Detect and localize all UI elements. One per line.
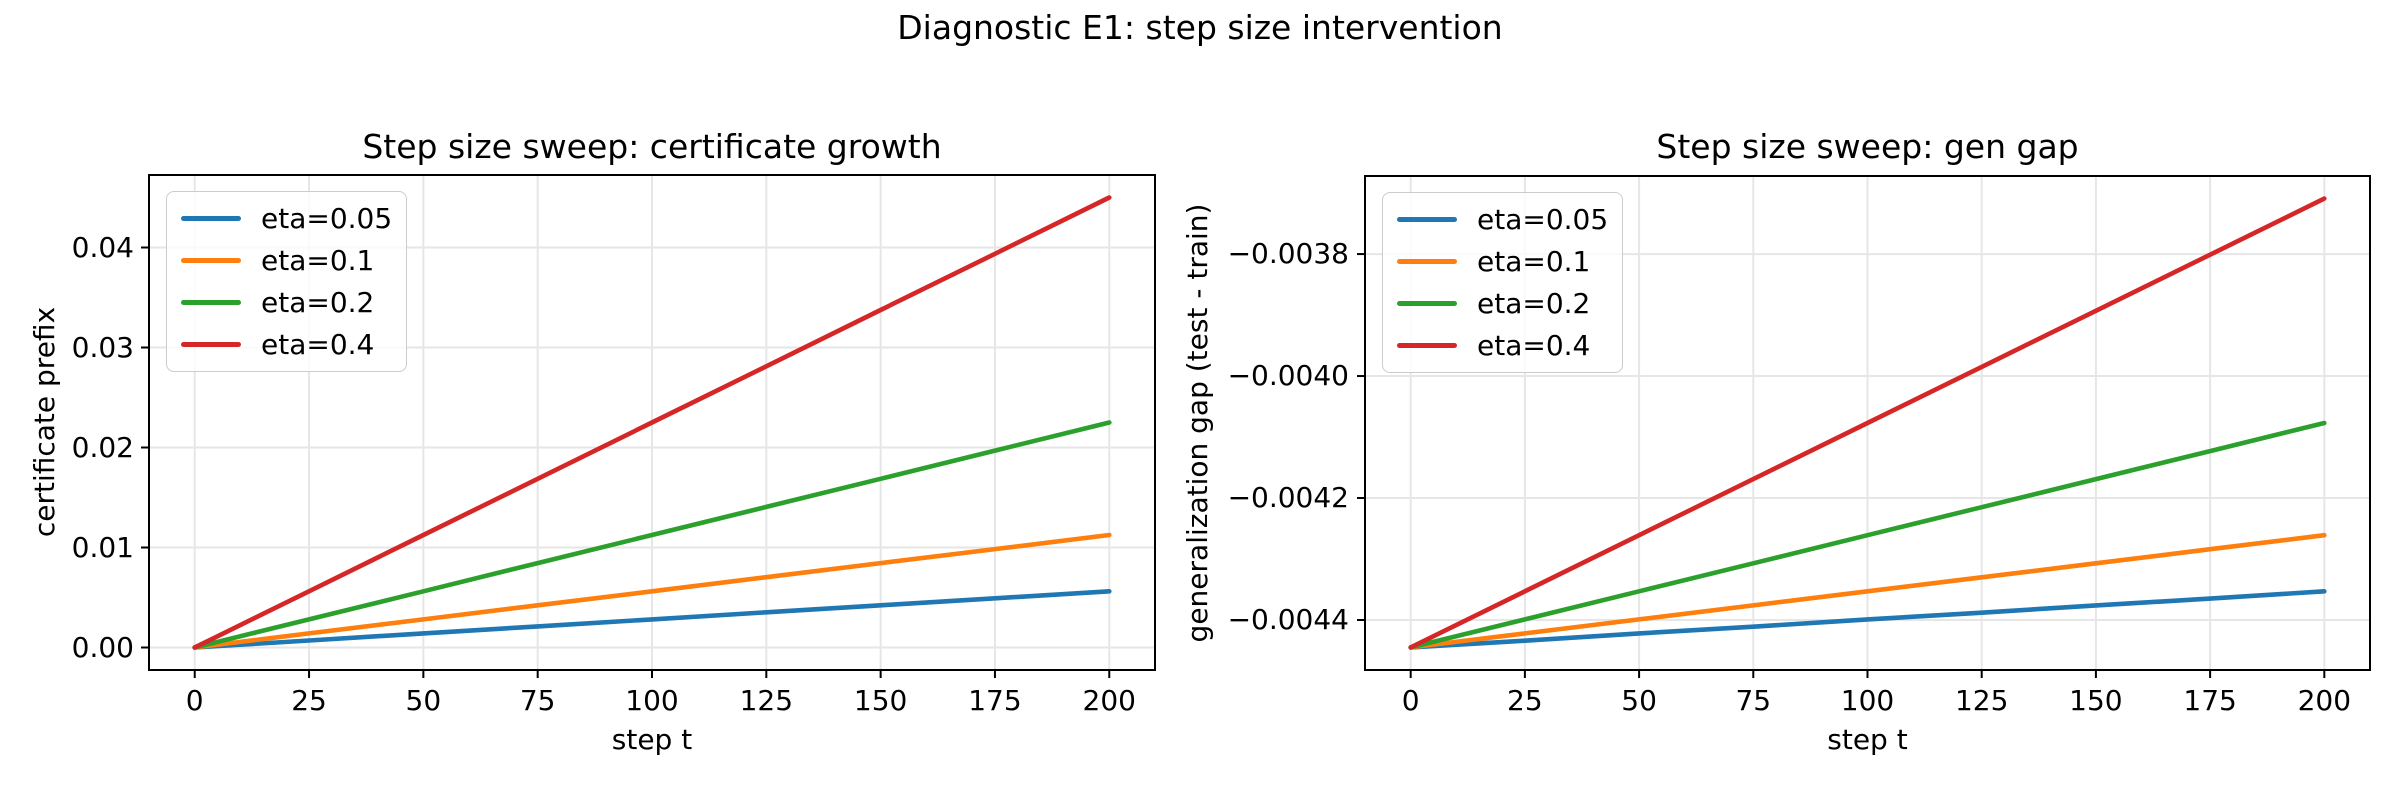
x-tick-label: 50 — [1621, 684, 1657, 717]
x-tick-label: 75 — [1735, 684, 1772, 717]
legend-label: eta=0.1 — [1477, 245, 1591, 278]
legend-label: eta=0.2 — [261, 286, 375, 319]
legend-line-swatch — [181, 342, 241, 347]
x-tick-label: 25 — [291, 684, 327, 717]
legend-line-swatch — [1397, 301, 1457, 306]
legend-item: eta=0.2 — [181, 286, 392, 319]
legend-item: eta=0.05 — [181, 202, 392, 235]
x-tick-label: 175 — [2183, 684, 2237, 717]
legend-label: eta=0.1 — [261, 244, 375, 277]
x-tick-label: 0 — [185, 684, 204, 717]
legend-label: eta=0.4 — [1477, 329, 1591, 362]
legend-item: eta=0.05 — [1397, 203, 1608, 236]
legend-item: eta=0.1 — [181, 244, 392, 277]
legend: eta=0.05 eta=0.1 eta=0.2 eta=0.4 — [1382, 192, 1624, 373]
y-tick-label: −0.0040 — [1227, 359, 1349, 393]
legend-item: eta=0.4 — [181, 328, 392, 361]
legend-item: eta=0.4 — [1397, 329, 1608, 362]
legend: eta=0.05 eta=0.1 eta=0.2 eta=0.4 — [166, 191, 408, 372]
legend-label: eta=0.4 — [261, 328, 375, 361]
legend-label: eta=0.05 — [261, 202, 393, 235]
legend-line-swatch — [181, 258, 241, 263]
series-line-eta-0-05 — [192, 588, 1112, 650]
y-tick-label: −0.0042 — [1227, 481, 1349, 514]
x-tick-label: 125 — [739, 684, 794, 717]
series-line-eta-0-1 — [192, 532, 1112, 650]
axes-title: Step size sweep: certificate growth — [362, 127, 942, 166]
series-line-eta-0-4 — [192, 195, 1112, 650]
x-axis-label: step t — [1827, 723, 1908, 756]
y-tick-label: −0.0044 — [1227, 602, 1349, 636]
y-tick-label: 0.03 — [71, 330, 134, 364]
series-line-eta-0-2 — [192, 420, 1112, 650]
y-tick-label: 0.04 — [71, 230, 134, 264]
legend-line-swatch — [181, 300, 241, 305]
y-tick-label: 0.00 — [71, 630, 134, 664]
legend-label: eta=0.05 — [1477, 203, 1609, 236]
series-line-eta-0-2 — [1408, 420, 2327, 650]
x-tick-label: 150 — [2069, 684, 2123, 717]
x-tick-label: 75 — [519, 684, 556, 717]
series-line-eta-0-1 — [1408, 532, 2327, 650]
legend-line-swatch — [1397, 259, 1457, 264]
x-tick-label: 125 — [1954, 684, 2009, 717]
axes-title: Step size sweep: gen gap — [1656, 127, 2079, 166]
x-tick-label: 175 — [968, 684, 1022, 717]
series-line-eta-0-05 — [1408, 588, 2327, 650]
x-tick-label: 25 — [1507, 684, 1543, 717]
legend-line-swatch — [1397, 343, 1457, 348]
legend-label: eta=0.2 — [1477, 287, 1591, 320]
legend-line-swatch — [181, 216, 241, 221]
x-tick-label: 200 — [1082, 684, 1136, 717]
x-axis-label: step t — [611, 723, 693, 756]
x-tick-label: 100 — [625, 684, 679, 717]
y-tick-label: −0.0038 — [1227, 237, 1349, 271]
series-line-eta-0-4 — [1408, 196, 2327, 650]
x-tick-label: 100 — [1840, 684, 1895, 717]
y-tick-label: 0.01 — [71, 530, 134, 564]
legend-item: eta=0.2 — [1397, 287, 1608, 320]
legend-item: eta=0.1 — [1397, 245, 1608, 278]
x-tick-label: 150 — [853, 684, 908, 717]
x-tick-label: 0 — [1401, 684, 1420, 717]
x-tick-label: 50 — [405, 684, 442, 717]
x-tick-label: 200 — [2297, 684, 2352, 717]
legend-line-swatch — [1397, 217, 1457, 222]
y-tick-label: 0.02 — [71, 430, 134, 464]
figure-suptitle: Diagnostic E1: step size intervention — [897, 8, 1503, 47]
